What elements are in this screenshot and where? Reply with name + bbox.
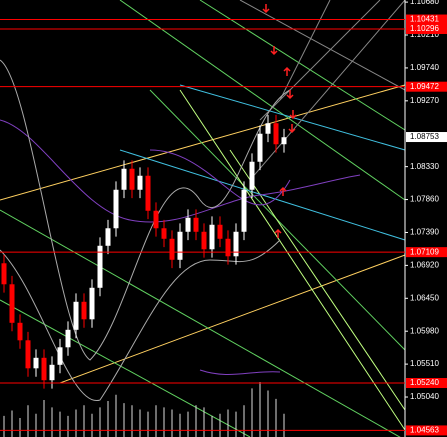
y-tick-label: 1.05040 [410, 392, 439, 401]
candle-body [9, 284, 15, 323]
y-tick-label: 1.10680 [410, 0, 439, 6]
y-tick-label: 1.07860 [410, 195, 439, 204]
level-label-box [406, 247, 447, 258]
candle-body [1, 263, 7, 285]
candle-body [257, 133, 263, 162]
level-label: 1.04563 [410, 426, 439, 435]
candle-body [41, 357, 47, 381]
candle-body [185, 217, 191, 232]
candle-body [217, 224, 223, 239]
candle-body [233, 231, 239, 257]
candle-body [241, 189, 247, 232]
candle-body [145, 175, 151, 211]
level-label-box [406, 14, 447, 25]
level-label: 1.05240 [410, 378, 439, 387]
y-tick-label: 1.07390 [410, 228, 439, 237]
candle-body [49, 364, 55, 381]
level-label: 1.07109 [410, 247, 439, 256]
last-price-label: 1.08753 [410, 132, 439, 141]
candle-body [65, 329, 71, 348]
candle-body [161, 228, 167, 239]
candle-body [225, 238, 231, 257]
candle-body [169, 238, 175, 260]
y-tick-label: 1.06450 [410, 293, 439, 302]
level-label: 1.09472 [410, 82, 439, 91]
level-label-box [406, 23, 447, 34]
candle-body [105, 228, 111, 246]
level-label: 1.10296 [410, 24, 439, 33]
candle-body [129, 168, 135, 190]
candle-body [81, 301, 87, 320]
candle-body [97, 245, 103, 288]
candle-body [25, 340, 31, 369]
candle-body [153, 210, 159, 229]
y-tick-label: 1.06920 [410, 260, 439, 269]
candle-body [73, 301, 79, 330]
y-tick-label: 1.05510 [410, 359, 439, 368]
y-tick-label: 1.10210 [410, 30, 439, 39]
candle-body [89, 287, 95, 320]
level-label-box [406, 425, 447, 436]
level-label-box [406, 378, 447, 389]
y-tick-label: 1.09740 [410, 63, 439, 72]
candle-body [209, 224, 215, 250]
level-label-box [406, 81, 447, 92]
candle-body [281, 137, 287, 145]
y-tick-label: 1.09270 [410, 96, 439, 105]
candle-body [57, 347, 63, 365]
arrows [262, 4, 297, 238]
last-price-box [406, 132, 447, 143]
candle-body [177, 231, 183, 260]
y-tick-label: 1.08330 [410, 162, 439, 171]
candle-body [137, 175, 143, 190]
candle-body [113, 189, 119, 229]
level-label: 1.10431 [410, 15, 439, 24]
candle-body [17, 322, 23, 341]
candle-body [121, 168, 127, 190]
candle-body [201, 231, 207, 250]
candle-body [249, 161, 255, 190]
candle-body [273, 123, 279, 145]
candle-body [33, 357, 39, 369]
drawing-lines [0, 0, 406, 437]
candle-body [265, 123, 271, 134]
y-tick-label: 1.05980 [410, 326, 439, 335]
candle-body [193, 217, 199, 232]
